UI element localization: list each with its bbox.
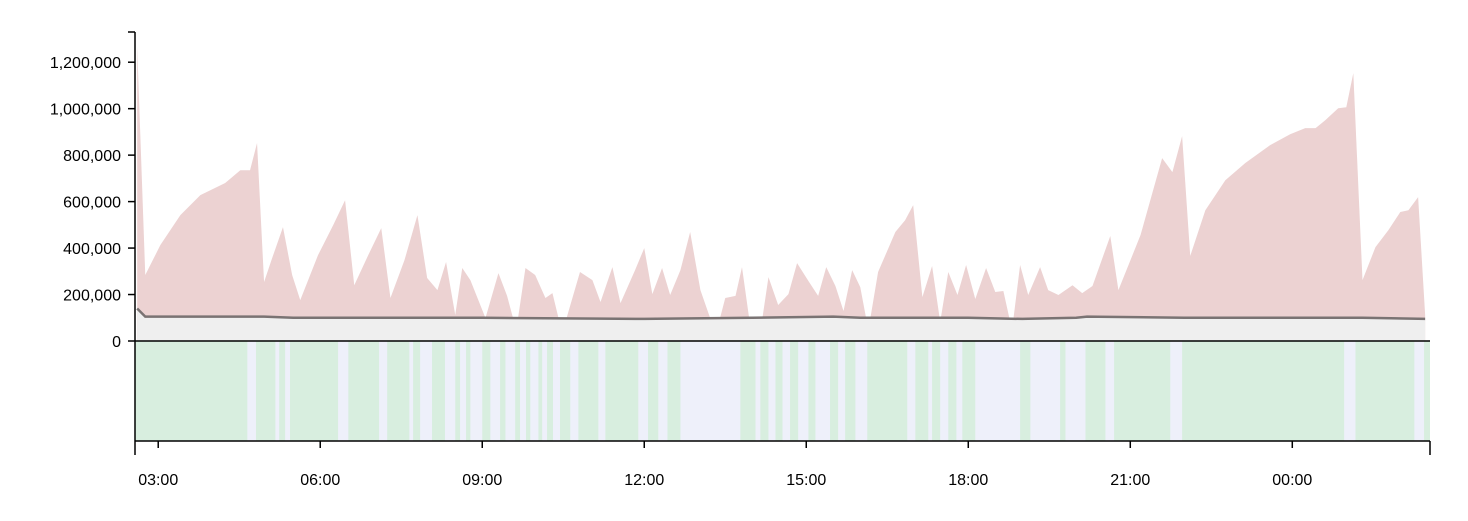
- area: [137, 45, 1426, 341]
- y-tick-label: 600,000: [63, 195, 121, 212]
- status-stripe: [1414, 341, 1425, 441]
- y-tick-label: 1,000,000: [50, 102, 121, 119]
- line-fill: [137, 308, 1426, 341]
- status-stripe: [1030, 341, 1061, 441]
- status-stripe: [768, 341, 776, 441]
- status-stripe: [552, 341, 561, 441]
- status-stripe: [542, 341, 548, 441]
- x-tick-label: 00:00: [1272, 472, 1312, 489]
- x-tick-label: 03:00: [138, 472, 178, 489]
- status-stripe: [1344, 341, 1356, 441]
- status-stripe: [285, 341, 290, 441]
- status-stripe: [798, 341, 809, 441]
- status-stripe: [782, 341, 791, 441]
- status-stripe: [638, 341, 649, 441]
- status-stripe: [956, 341, 963, 441]
- status-stripe: [520, 341, 526, 441]
- status-stripe: [928, 341, 933, 441]
- status-stripe: [838, 341, 846, 441]
- status-stripe: [490, 341, 501, 441]
- status-stripe: [505, 341, 516, 441]
- status-stripe: [680, 341, 741, 441]
- status-stripe: [570, 341, 579, 441]
- status-stripe: [420, 341, 433, 441]
- status-stripe: [444, 341, 456, 441]
- x-tick-label: 18:00: [948, 472, 988, 489]
- status-stripe: [658, 341, 668, 441]
- status-stripe: [975, 341, 1021, 441]
- y-tick-label: 800,000: [63, 148, 121, 165]
- x-tick-label: 09:00: [462, 472, 502, 489]
- status-stripe: [275, 341, 280, 441]
- status-stripe: [470, 341, 483, 441]
- x-tick-label: 12:00: [624, 472, 664, 489]
- status-stripe: [755, 341, 761, 441]
- status-stripe: [338, 341, 349, 441]
- status-stripe: [815, 341, 831, 441]
- status-stripe: [855, 341, 868, 441]
- y-tick-label: 0: [112, 334, 121, 351]
- x-tick-label: 21:00: [1110, 472, 1150, 489]
- status-stripe: [379, 341, 388, 441]
- y-tick-label: 200,000: [63, 288, 121, 305]
- status-stripe: [1065, 341, 1086, 441]
- status-stripe: [1105, 341, 1115, 441]
- y-tick-label: 1,200,000: [50, 55, 121, 72]
- line: [136, 307, 1426, 321]
- status-stripe: [1170, 341, 1183, 441]
- x-tick-label: 06:00: [300, 472, 340, 489]
- y-tick-label: 400,000: [63, 241, 121, 258]
- status-stripe: [247, 341, 256, 441]
- status-stripe: [907, 341, 916, 441]
- x-tick-label: 15:00: [786, 472, 826, 489]
- status-stripe: [940, 341, 949, 441]
- status-stripe: [460, 341, 467, 441]
- status-stripe: [598, 341, 606, 441]
- status-stripe: [530, 341, 539, 441]
- status-stripe: [409, 341, 414, 441]
